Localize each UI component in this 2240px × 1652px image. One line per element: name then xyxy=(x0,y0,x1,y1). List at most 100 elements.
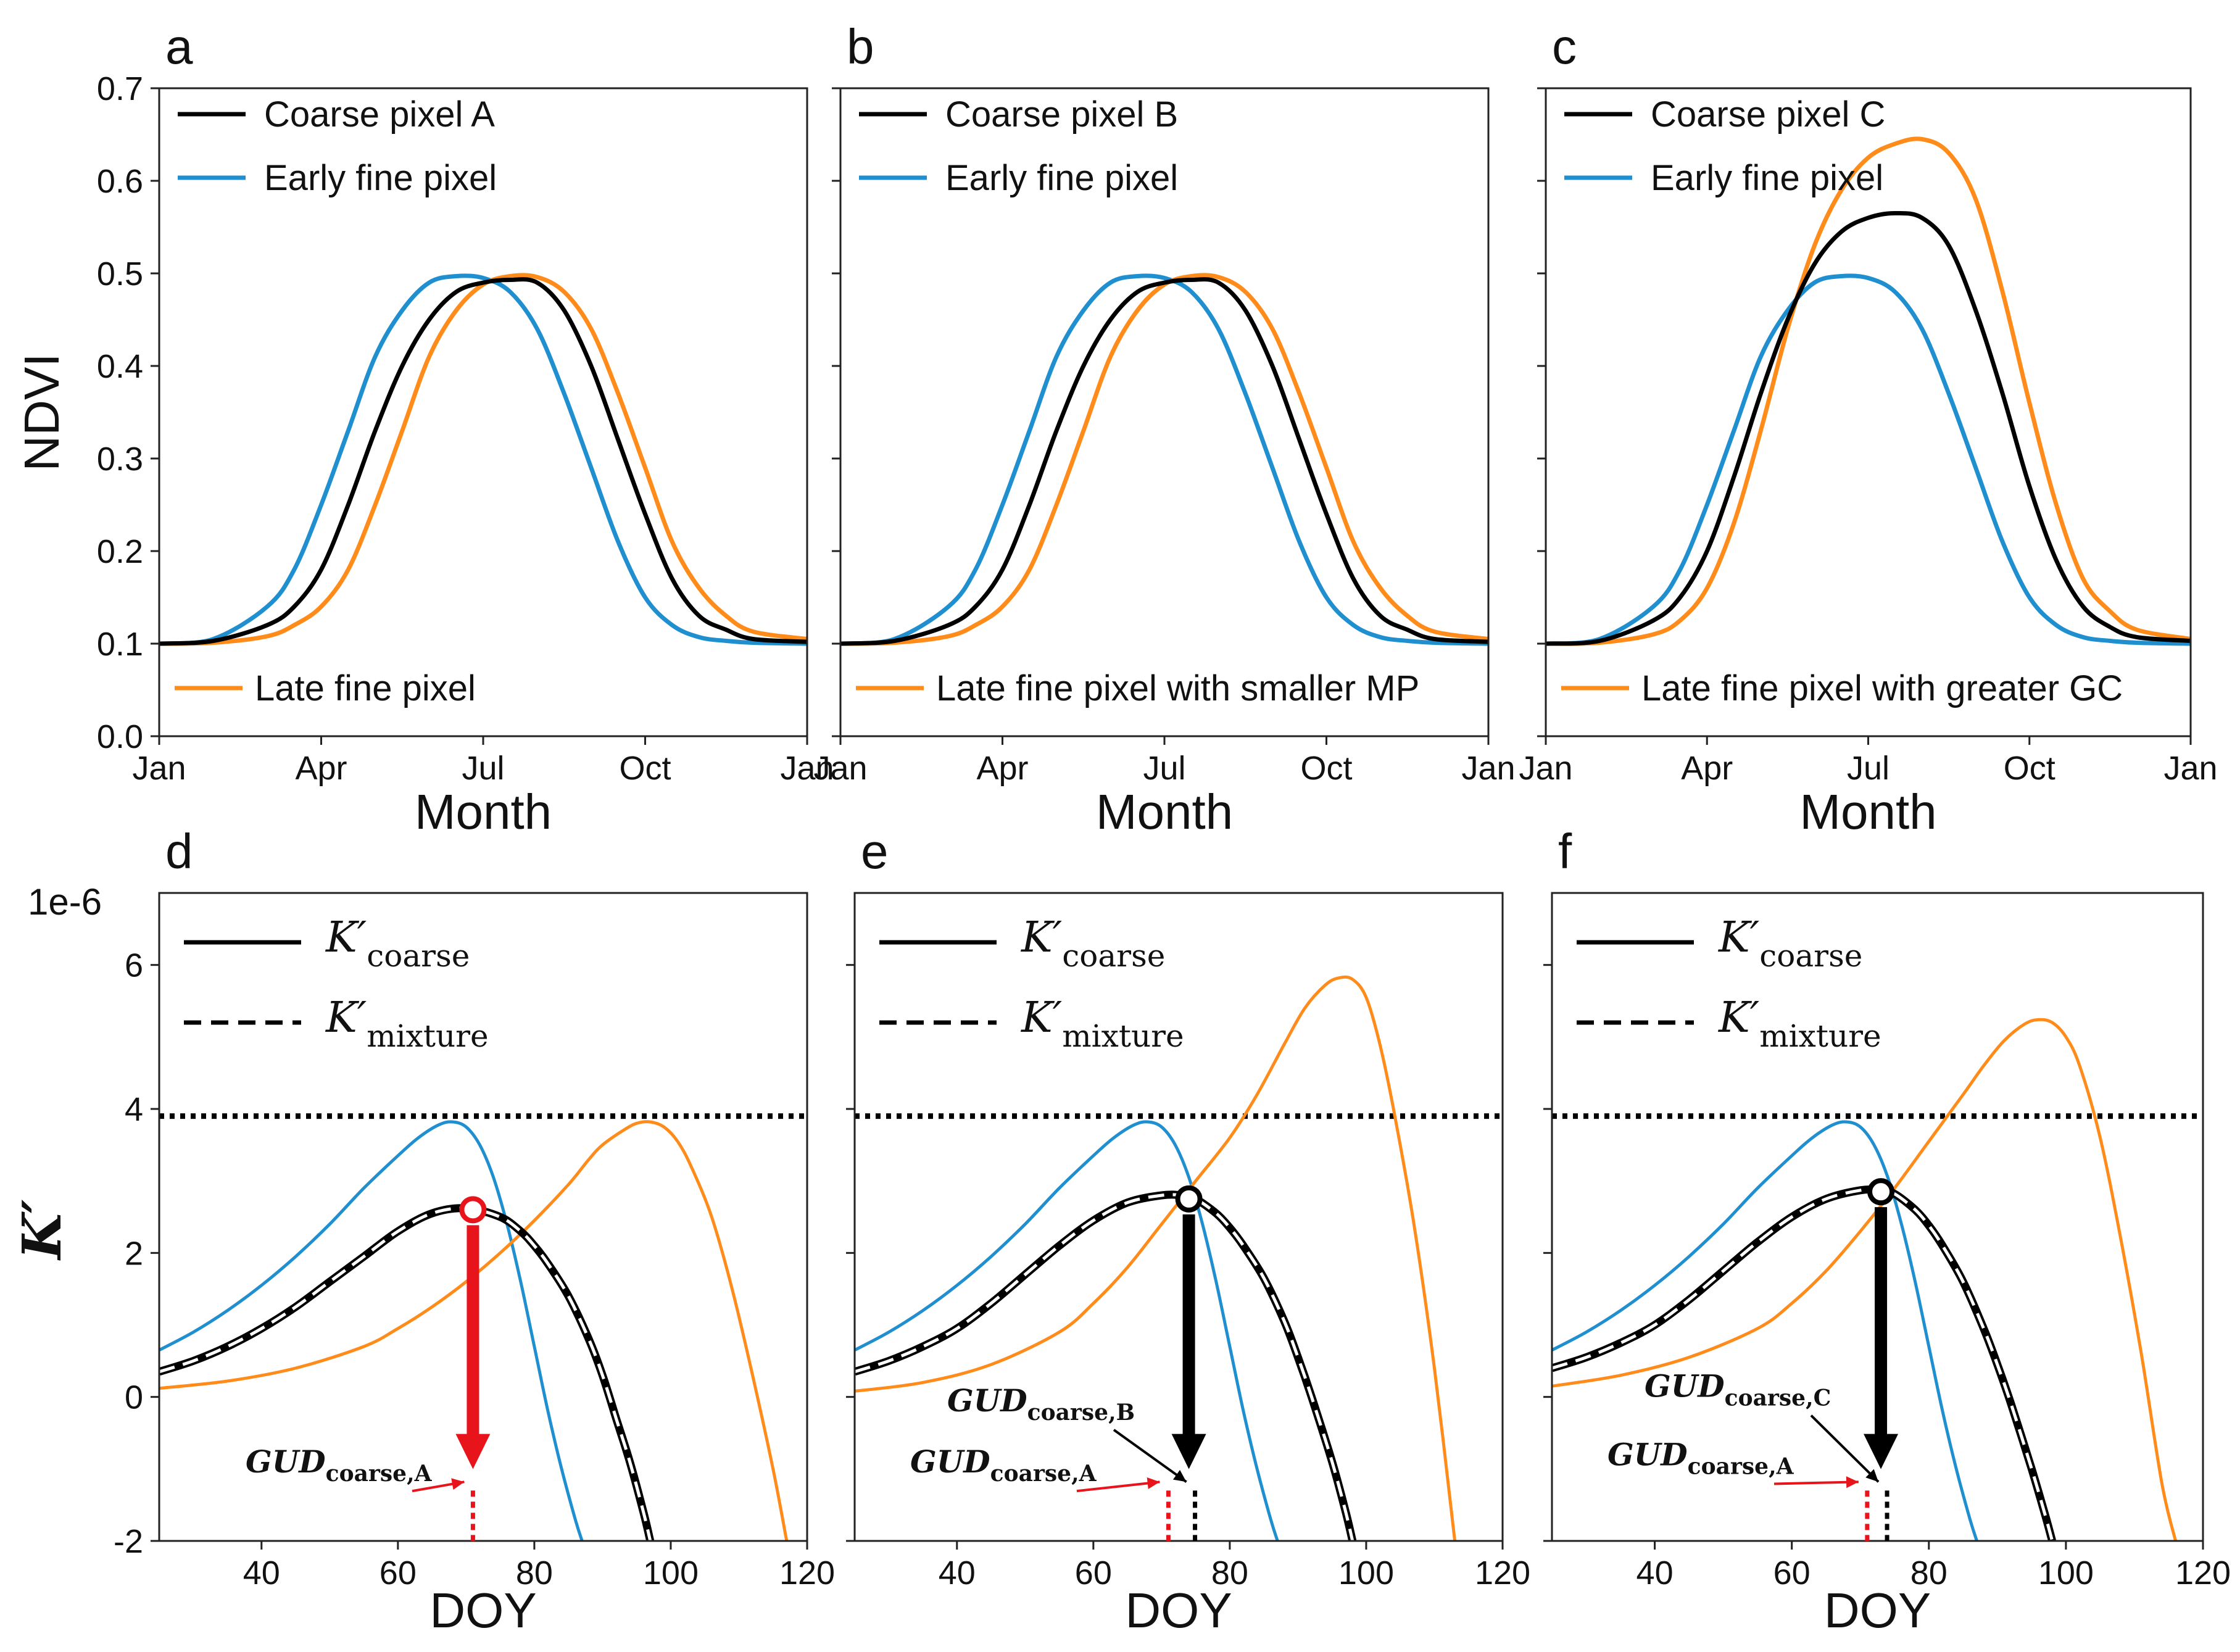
x-axis-label: DOY xyxy=(429,1583,536,1638)
x-tick-label: 120 xyxy=(2175,1554,2231,1592)
panel-e: e 40 60 80 100 120 DOY K′coarse K′mixture GUDcoar… xyxy=(846,824,1530,1638)
y-tick-label: 0.3 xyxy=(97,441,143,478)
x-axis-label: Month xyxy=(1799,784,1936,839)
panel-letter: e xyxy=(861,824,889,879)
panel-b: b Jan Apr Jul Oct Jan Month Coarse pixel B Early… xyxy=(813,19,1515,839)
gud-pointer xyxy=(1113,1429,1187,1483)
series-group xyxy=(159,273,807,646)
legend-label: Coarse pixel B xyxy=(945,94,1178,135)
panel-letter: d xyxy=(165,824,193,879)
series-line-black xyxy=(840,277,1488,646)
gud-label: GUDcoarse,B xyxy=(947,1382,1135,1426)
gud-pointer xyxy=(1810,1414,1880,1483)
x-tick-label: Jul xyxy=(462,750,504,787)
x-tick-label: Jul xyxy=(1143,750,1185,787)
x-tick-label: Oct xyxy=(2004,750,2055,787)
gud-arrowhead xyxy=(1864,1434,1899,1469)
gud-label: GUDcoarse,C xyxy=(1645,1368,1831,1411)
y-tick-label: 6 xyxy=(125,947,143,984)
y-tick-label: 0.4 xyxy=(97,348,143,385)
legend-label: Late fine pixel xyxy=(255,668,476,708)
series-line-blue xyxy=(159,273,807,646)
x-tick-label: Jan xyxy=(132,750,186,787)
series-line-black xyxy=(159,277,807,646)
legend-label: Early fine pixel xyxy=(264,158,497,198)
plot-frame xyxy=(1551,892,2204,1542)
legend-k-label: K′mixture xyxy=(325,994,489,1054)
x-tick-label: 60 xyxy=(1773,1554,1811,1592)
gud-marker xyxy=(1867,1178,1895,1206)
y-tick-label: 0 xyxy=(125,1379,143,1416)
legend-k-label: K′mixture xyxy=(1717,994,1881,1054)
y-tick-label: 0.7 xyxy=(97,70,143,107)
y-tick-label: 0.0 xyxy=(97,718,143,755)
x-tick-label: Jul xyxy=(1847,750,1889,787)
x-tick-label: 60 xyxy=(380,1554,417,1592)
gud-pointer-head xyxy=(1846,1476,1859,1488)
series-line-orange xyxy=(840,273,1488,646)
y-tick-label: 0.1 xyxy=(97,626,143,663)
series-line-mixture xyxy=(159,1206,652,1541)
gud-arrowhead xyxy=(1171,1434,1206,1469)
series-line-orange xyxy=(159,1120,789,1541)
y-tick-label: 0.5 xyxy=(97,255,143,293)
y-tick-label: 0.2 xyxy=(97,533,143,570)
x-tick-label: Apr xyxy=(295,750,347,787)
legend-k-label: K′coarse xyxy=(1717,913,1862,974)
legend-k-label: K′coarse xyxy=(325,913,470,974)
x-tick-label: 100 xyxy=(2038,1554,2094,1592)
series-line-blue xyxy=(1546,273,2191,646)
x-axis-label: Month xyxy=(1096,784,1233,839)
x-tick-label: 80 xyxy=(1910,1554,1948,1592)
x-tick-label: Oct xyxy=(619,750,671,787)
y-axis-label: K′ xyxy=(11,1199,73,1261)
legend-label: Late fine pixel with smaller MP xyxy=(936,668,1419,708)
series-line-blue xyxy=(1552,1120,1978,1541)
x-tick-label: Jan xyxy=(2163,750,2217,787)
legend-k-label: K′coarse xyxy=(1020,913,1165,974)
panel-letter: a xyxy=(165,19,193,74)
series-line-orange xyxy=(1546,136,2191,646)
legend-label: Early fine pixel xyxy=(945,158,1178,198)
x-tick-label: Oct xyxy=(1300,750,1352,787)
x-axis-label: Month xyxy=(415,784,552,839)
gud-pointer xyxy=(1773,1480,1859,1485)
legend-k-label: K′mixture xyxy=(1020,994,1184,1054)
gud-arrowhead xyxy=(455,1434,491,1469)
x-tick-label: Apr xyxy=(976,750,1028,787)
y-tick-label: 2 xyxy=(125,1235,143,1272)
series-line-orange xyxy=(855,975,1457,1541)
y-tick-label: -2 xyxy=(114,1523,143,1560)
x-axis-label: DOY xyxy=(1824,1583,1931,1638)
x-tick-label: 40 xyxy=(243,1554,280,1592)
legend-label: Late fine pixel with greater GC xyxy=(1641,668,2123,708)
gud-pointer-head xyxy=(1147,1477,1160,1490)
x-tick-label: 80 xyxy=(516,1554,553,1592)
legend-label: Coarse pixel A xyxy=(264,94,495,135)
plot-frame xyxy=(158,892,808,1542)
gud-pointer xyxy=(1076,1480,1160,1493)
series-line-mixture xyxy=(855,1193,1354,1541)
panel-letter: b xyxy=(847,19,874,74)
x-tick-label: 60 xyxy=(1075,1554,1112,1592)
legend-label: Early fine pixel xyxy=(1651,158,1883,198)
panel-letter: c xyxy=(1552,19,1577,74)
series-line-orange xyxy=(159,273,807,646)
series-group xyxy=(840,273,1488,646)
series-group xyxy=(159,1120,789,1541)
series-line-black xyxy=(1552,1185,2056,1541)
series-line-black xyxy=(159,1204,655,1541)
x-tick-label: 100 xyxy=(643,1554,699,1592)
x-tick-label: 100 xyxy=(1338,1554,1394,1592)
series-line-mixture xyxy=(1552,1188,2054,1541)
gud-pointer-head xyxy=(1865,1469,1879,1482)
x-tick-label: 120 xyxy=(1475,1554,1530,1592)
x-axis-label: DOY xyxy=(1125,1583,1232,1638)
panel-c: c Jan Apr Jul Oct Jan Month Coarse pixel C Early… xyxy=(1519,19,2217,839)
gud-pointer-head xyxy=(451,1478,465,1490)
legend-label: Coarse pixel C xyxy=(1651,94,1885,135)
panel-letter: f xyxy=(1558,824,1572,879)
x-tick-label: 40 xyxy=(939,1554,976,1592)
